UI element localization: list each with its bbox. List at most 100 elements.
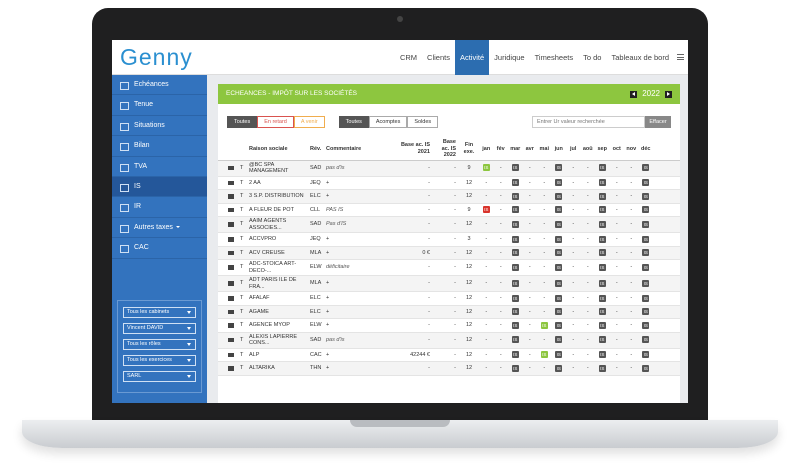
company-name[interactable]: ALEXIS LAPIERRE CONS...	[249, 333, 297, 347]
is-badge[interactable]: IS	[511, 206, 519, 213]
is-badge[interactable]: IS	[511, 351, 519, 358]
sidebar-item[interactable]: Bilan	[112, 136, 207, 157]
is-badge[interactable]: IS	[555, 351, 563, 358]
is-badge[interactable]: IS	[540, 321, 548, 329]
is-badge[interactable]: IS	[598, 308, 606, 315]
is-badge[interactable]: IS	[642, 220, 650, 228]
is-badge[interactable]: IS	[511, 179, 519, 186]
is-badge[interactable]: IS	[511, 235, 519, 243]
is-badge[interactable]: IS	[642, 321, 650, 329]
sidebar-item[interactable]: Echéances	[112, 75, 207, 96]
company-name[interactable]: 3 S.P. DISTRIBUTION	[249, 193, 304, 199]
nav-item[interactable]: Tableaux de bord	[611, 53, 669, 62]
is-badge[interactable]: IS	[555, 220, 563, 228]
is-badge[interactable]: IS	[598, 220, 606, 228]
mail-icon[interactable]	[228, 207, 234, 212]
is-badge[interactable]: IS	[642, 192, 650, 200]
next-year[interactable]	[665, 90, 672, 98]
is-badge[interactable]: IS	[555, 308, 563, 315]
is-badge[interactable]: IS	[555, 179, 563, 186]
is-badge[interactable]: IS	[511, 336, 519, 344]
nav-item[interactable]: CRM	[399, 53, 418, 62]
mail-icon[interactable]	[228, 352, 234, 357]
sidebar-item[interactable]: IR	[112, 197, 207, 218]
is-badge[interactable]: IS	[598, 192, 606, 200]
is-badge[interactable]: IS	[555, 321, 563, 329]
filter-button[interactable]: Soldes	[407, 116, 439, 128]
sidebar-item[interactable]: IS	[112, 176, 207, 198]
mail-icon[interactable]	[228, 237, 234, 242]
is-badge[interactable]: IS	[511, 164, 519, 172]
is-badge[interactable]: IS	[555, 364, 563, 372]
mail-icon[interactable]	[228, 165, 234, 171]
is-badge[interactable]: IS	[511, 294, 519, 302]
company-name[interactable]: ALTARIKA	[249, 365, 275, 371]
is-badge[interactable]: IS	[598, 164, 606, 172]
company-name[interactable]: ADC-STOICA ART-DECO-...	[249, 261, 297, 274]
is-badge[interactable]: IS	[598, 321, 606, 329]
company-name[interactable]: ALP	[249, 351, 260, 358]
sidebar-item[interactable]: TVA	[112, 157, 207, 177]
filter-select[interactable]: SARL	[123, 371, 196, 382]
nav-item[interactable]: To do	[583, 53, 602, 62]
company-name[interactable]: ADT PARIS ILE DE FRA...	[249, 277, 297, 290]
is-badge[interactable]: IS	[642, 179, 650, 186]
is-badge[interactable]: IS	[642, 235, 650, 243]
sidebar-item[interactable]: Situations	[112, 116, 207, 137]
is-badge[interactable]: IS	[642, 164, 650, 172]
is-badge[interactable]: IS	[598, 351, 606, 358]
sidebar-item[interactable]: Tenue	[112, 95, 207, 116]
mail-icon[interactable]	[228, 222, 234, 227]
nav-item[interactable]: Juridique	[494, 53, 525, 62]
sidebar-item[interactable]: Autres taxes	[112, 218, 207, 239]
is-badge[interactable]: IS	[598, 179, 606, 186]
filter-button[interactable]: A venir	[293, 116, 325, 128]
filter-select[interactable]: Tous les exercices	[123, 355, 196, 366]
mail-icon[interactable]	[228, 337, 234, 343]
is-badge[interactable]: IS	[642, 263, 650, 271]
is-badge[interactable]: IS	[555, 164, 563, 172]
is-badge[interactable]: IS	[598, 364, 606, 372]
is-badge[interactable]: IS	[511, 364, 519, 372]
is-badge[interactable]: IS	[642, 336, 650, 344]
is-badge[interactable]: IS	[555, 192, 563, 200]
is-badge[interactable]: IS	[511, 220, 519, 228]
is-badge[interactable]: IS	[511, 308, 519, 315]
company-name[interactable]: ACV CREUSE	[249, 249, 285, 256]
is-badge[interactable]: IS	[598, 235, 606, 243]
is-badge[interactable]: IS	[540, 351, 548, 358]
company-name[interactable]: AGENCE MYOP	[249, 322, 290, 328]
mail-icon[interactable]	[228, 194, 234, 199]
is-badge[interactable]: IS	[555, 235, 563, 243]
clear-button[interactable]: Effacer	[645, 116, 671, 128]
is-badge[interactable]: IS	[598, 279, 606, 287]
is-badge[interactable]: IS	[555, 279, 563, 287]
nav-item[interactable]: Clients	[427, 53, 450, 62]
is-badge[interactable]: IS	[511, 192, 519, 200]
filter-button[interactable]: Toutes	[227, 116, 258, 128]
is-badge[interactable]: IS	[482, 206, 490, 213]
menu-icon[interactable]	[677, 54, 684, 60]
mail-icon[interactable]	[228, 366, 234, 371]
mail-icon[interactable]	[228, 180, 234, 185]
company-name[interactable]: @BC SPA MANAGEMENT	[249, 161, 289, 175]
is-badge[interactable]: IS	[555, 206, 563, 213]
logo[interactable]: Genny	[120, 44, 193, 70]
is-badge[interactable]: IS	[511, 321, 519, 329]
mail-icon[interactable]	[228, 323, 234, 328]
is-badge[interactable]: IS	[598, 294, 606, 302]
is-badge[interactable]: IS	[642, 206, 650, 213]
is-badge[interactable]: IS	[598, 336, 606, 344]
is-badge[interactable]: IS	[598, 249, 606, 256]
is-badge[interactable]: IS	[642, 279, 650, 287]
is-badge[interactable]: IS	[511, 249, 519, 256]
filter-button[interactable]: En retard	[257, 116, 294, 128]
is-badge[interactable]: IS	[555, 336, 563, 344]
is-badge[interactable]: IS	[598, 206, 606, 213]
company-name[interactable]: AGAME	[249, 308, 269, 315]
is-badge[interactable]: IS	[555, 249, 563, 256]
company-name[interactable]: 2 AA	[249, 179, 261, 186]
filter-button[interactable]: Toutes	[338, 116, 369, 128]
mail-icon[interactable]	[228, 281, 234, 286]
company-name[interactable]: AFALAF	[249, 295, 270, 301]
